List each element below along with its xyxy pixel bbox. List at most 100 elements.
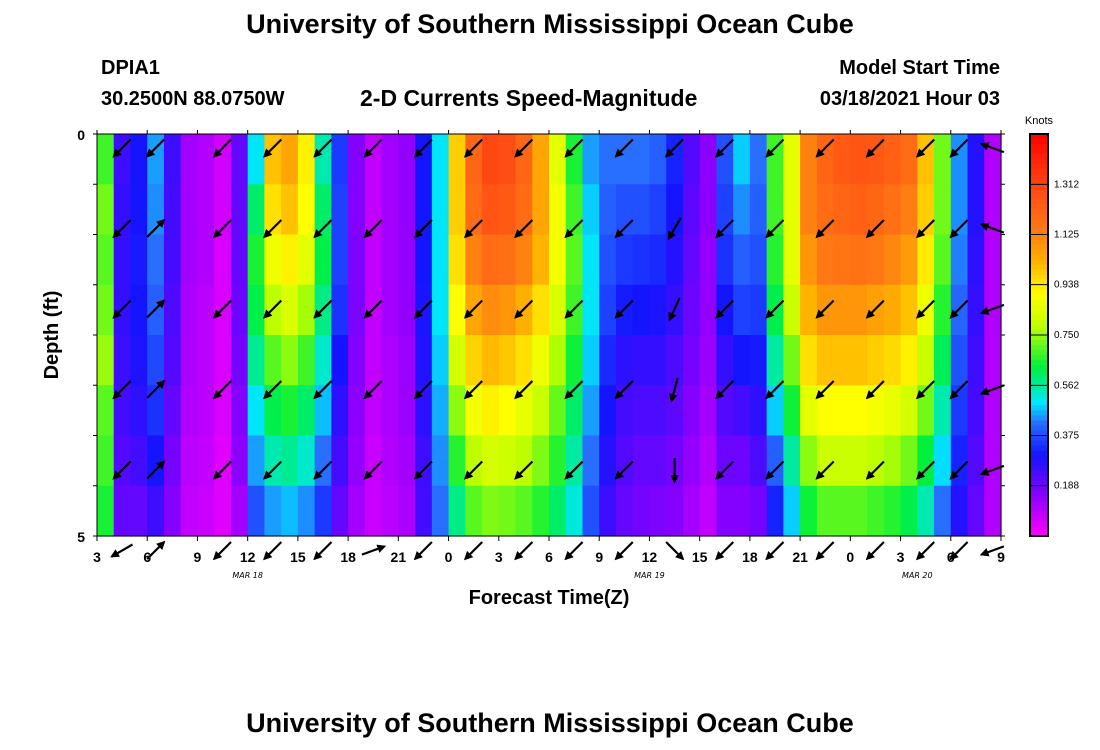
heatmap-cell	[682, 335, 701, 386]
heatmap-cell	[867, 385, 885, 437]
current-vector-arrow	[865, 299, 885, 319]
colorbar-title: Knots	[1025, 115, 1054, 127]
current-vector-arrow	[765, 299, 785, 319]
colorbar-swatch	[1030, 515, 1048, 522]
heatmap-cell	[950, 234, 969, 286]
x-tick-label: 15	[692, 549, 708, 565]
heatmap-cell	[783, 184, 801, 236]
current-vector-arrow	[614, 541, 634, 561]
heatmap-cell	[867, 234, 885, 286]
heatmap-cell	[498, 385, 517, 437]
heatmap-cell	[180, 335, 199, 386]
colorbar-swatch	[1030, 329, 1048, 336]
heatmap-cell	[850, 134, 868, 185]
heatmap-cell	[984, 234, 1002, 286]
heatmap-cell	[97, 485, 115, 537]
x-tick-label: 6	[947, 549, 955, 565]
colorbar-swatch	[1030, 154, 1048, 160]
heatmap-cell	[180, 435, 199, 487]
colorbar-swatch	[1030, 525, 1048, 532]
heatmap-cell	[582, 435, 600, 487]
heatmap-cell	[482, 284, 500, 336]
heatmap-cell	[113, 234, 132, 286]
x-tick-label: 3	[495, 549, 503, 565]
heatmap-cell	[900, 184, 918, 236]
heatmap-cell	[130, 284, 148, 336]
heatmap-cell	[599, 184, 617, 236]
heatmap-cell	[599, 335, 617, 386]
heatmap-cell	[549, 435, 567, 487]
heatmap-cell	[130, 184, 148, 236]
heatmap-cell	[230, 134, 249, 185]
current-vector-arrow	[815, 460, 835, 480]
heatmap-cell	[197, 184, 215, 236]
heatmap-cell	[833, 385, 851, 437]
heatmap-cell	[733, 284, 751, 336]
colorbar-swatch	[1030, 234, 1048, 241]
heatmap-cell	[934, 234, 952, 286]
heatmap-cell	[398, 385, 416, 437]
colorbar-tick-label: 0.938	[1054, 280, 1079, 291]
current-vector-arrow	[979, 222, 1005, 234]
current-vector-arrow	[665, 541, 685, 561]
heatmap-cell	[297, 335, 316, 386]
heatmap-cell	[264, 435, 282, 487]
heatmap-cell	[97, 335, 115, 386]
heatmap-cell	[716, 435, 734, 487]
heatmap-cell	[264, 485, 282, 537]
heatmap-cell	[666, 485, 684, 537]
current-vector-arrow	[110, 543, 134, 558]
heatmap-cell	[883, 284, 902, 336]
current-vector-arrow	[564, 138, 584, 158]
date-label: MAR 19	[634, 571, 665, 580]
heatmap-cell	[682, 284, 701, 336]
heatmap-cell	[599, 134, 617, 185]
heatmap-cell	[415, 485, 433, 537]
heatmap-cell	[381, 385, 399, 437]
current-vector-arrow	[979, 142, 1005, 154]
colorbar-swatch	[1030, 239, 1048, 246]
current-vector-arrow	[815, 380, 835, 400]
heatmap-cell	[498, 234, 517, 286]
current-vector-arrow	[514, 380, 534, 400]
page-title: University of Southern Mississippi Ocean…	[246, 9, 854, 39]
heatmap-cell	[348, 134, 366, 185]
heatmap-cell	[281, 335, 299, 386]
current-vector-arrow	[865, 380, 885, 400]
heatmap-cell	[398, 284, 416, 336]
colorbar-swatch	[1030, 279, 1048, 286]
heatmap-cell	[180, 184, 199, 236]
heatmap-cell	[297, 435, 316, 487]
heatmap-cell	[833, 485, 851, 537]
heatmap-cell	[833, 335, 851, 386]
current-vector-arrow	[145, 138, 165, 158]
colorbar-swatch	[1030, 169, 1048, 175]
x-tick-label: 18	[340, 549, 356, 565]
heatmap-cell	[247, 184, 266, 236]
heatmap-cell	[917, 234, 935, 286]
current-vector-arrow	[413, 460, 433, 480]
colorbar-swatch	[1030, 144, 1048, 150]
heatmap-cell	[398, 435, 416, 487]
heatmap-cell	[364, 385, 383, 437]
y-axis-label: Depth (ft)	[41, 291, 63, 380]
heatmap-cell	[833, 184, 851, 236]
x-tick-label: 6	[143, 549, 151, 565]
colorbar-swatch	[1030, 345, 1048, 351]
heatmap-cell	[214, 485, 232, 537]
current-vector-arrow	[949, 299, 969, 319]
current-vector-arrow	[212, 460, 232, 480]
heatmap-cell	[950, 335, 969, 386]
heatmap-cell	[214, 385, 232, 437]
heatmap-cell	[582, 284, 600, 336]
colorbar-swatch	[1030, 219, 1048, 226]
heatmap-cell	[415, 335, 433, 386]
colorbar-swatch	[1030, 530, 1048, 537]
heatmap-cell	[682, 485, 701, 537]
current-vector-arrow	[949, 541, 969, 561]
current-vector-arrow	[313, 380, 333, 400]
heatmap-cell	[733, 134, 751, 185]
heatmap-cell	[297, 234, 316, 286]
x-tick-label: 0	[445, 549, 453, 565]
heatmap-cell	[364, 234, 383, 286]
